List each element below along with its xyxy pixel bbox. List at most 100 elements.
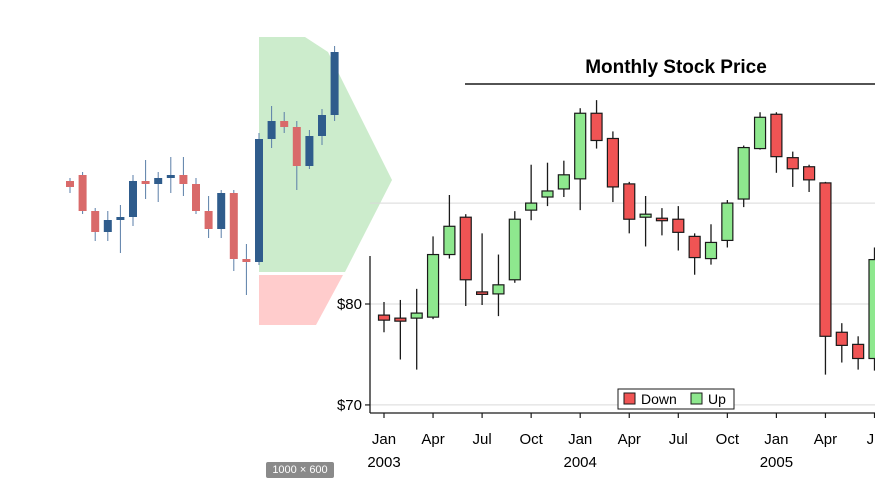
candle [755, 112, 766, 149]
candle [853, 336, 864, 369]
candle [444, 195, 455, 259]
candle [558, 161, 569, 197]
candle-body-up [706, 242, 717, 258]
ghost-candle-body-up [154, 178, 162, 184]
ghost-candle-body-up [318, 115, 326, 136]
candle [640, 196, 651, 246]
candle [395, 300, 406, 360]
ghost-candle [192, 178, 200, 214]
ghost-candle-body-down [142, 181, 150, 184]
candle [869, 247, 875, 370]
candle-body-down [673, 219, 684, 232]
candle-body-down [607, 138, 618, 186]
ghost-candle-body-up [305, 136, 313, 166]
ghost-candle [91, 208, 99, 241]
x-tick-label-year: 2004 [564, 454, 597, 471]
background-ghost-chart [66, 37, 392, 325]
ghost-candle-body-up [167, 175, 175, 178]
ghost-candle [179, 157, 187, 196]
x-tick-label-year: 2003 [367, 454, 400, 471]
ghost-candle-body-up [255, 139, 263, 262]
candle-body-down [624, 184, 635, 219]
ghost-candle-body-up [116, 217, 124, 220]
ghost-candle [242, 244, 250, 295]
ghost-candle [331, 46, 339, 121]
candle [738, 146, 749, 208]
candle-body-up [755, 117, 766, 148]
x-tick-label-month: Apr [618, 431, 641, 448]
ghost-candle [217, 190, 225, 238]
candle [591, 100, 602, 148]
candle-body-up [738, 148, 749, 199]
ghost-candle-body-down [205, 211, 213, 229]
ghost-candle [66, 178, 74, 193]
ghost-candle [230, 190, 238, 271]
x-tick-label-year: 2005 [760, 454, 793, 471]
ghost-candle [79, 172, 87, 214]
ghost-candle [167, 157, 175, 193]
candle-body-down [395, 318, 406, 321]
candle-body-down [787, 158, 798, 169]
candle [624, 182, 635, 233]
ghost-candle-body-down [242, 259, 250, 262]
candle-body-down [771, 114, 782, 156]
candle [493, 255, 504, 317]
candle [575, 108, 586, 210]
ghost-candle-body-down [192, 184, 200, 211]
x-tick-label-month: Jan [764, 431, 788, 448]
candle-body-up [542, 191, 553, 197]
candle [526, 165, 537, 221]
candle-body-up [428, 255, 439, 318]
y-tick-label: $70 [337, 397, 362, 414]
ghost-candle-body-up [104, 220, 112, 232]
ghost-candle [154, 172, 162, 202]
x-tick-label-month: Oct [716, 431, 740, 448]
candle-body-up [509, 219, 520, 280]
ghost-candle-body-down [293, 127, 301, 166]
candles [379, 100, 875, 375]
x-tick-label-month: Jul [473, 431, 492, 448]
ghost-candle-body-up [129, 181, 137, 217]
candle [820, 182, 831, 375]
ghost-candle-body-down [179, 175, 187, 184]
ghost-candle [142, 160, 150, 199]
candle [706, 224, 717, 264]
candle-body-down [820, 183, 831, 336]
ghost-candle [116, 205, 124, 253]
candle-body-up [558, 175, 569, 189]
legend-label-down: Down [641, 391, 677, 407]
ghost-candle-body-up [268, 121, 276, 139]
candle [836, 323, 847, 362]
candle-body-up [526, 203, 537, 210]
candle [689, 233, 700, 274]
candle [673, 206, 684, 250]
chart-title: Monthly Stock Price [585, 57, 767, 78]
candle-body-up [411, 313, 422, 318]
x-tick-label-month: Jul [669, 431, 688, 448]
candle [607, 131, 618, 202]
candle-body-down [379, 315, 390, 320]
candle-body-down [460, 217, 471, 280]
candle-body-up [444, 226, 455, 254]
candle [477, 233, 488, 305]
candle [542, 163, 553, 206]
ghost-candle [104, 211, 112, 241]
x-tick-label-month: Ju [867, 431, 875, 448]
candle [428, 236, 439, 319]
candle-body-up [493, 285, 504, 294]
candle-body-down [836, 332, 847, 345]
ghost-candle-body-down [230, 193, 238, 259]
ghost-candle-body-up [217, 193, 225, 229]
ghost-candle-body-down [91, 211, 99, 232]
x-tick-label-month: Apr [814, 431, 837, 448]
candle [771, 112, 782, 173]
candle-body-down [804, 167, 815, 180]
candle [722, 200, 733, 247]
candle-body-up [640, 214, 651, 217]
candle-body-down [656, 218, 667, 221]
candle-body-down [591, 113, 602, 140]
candle-body-down [853, 344, 864, 358]
ghost-candle-body-down [66, 181, 74, 187]
